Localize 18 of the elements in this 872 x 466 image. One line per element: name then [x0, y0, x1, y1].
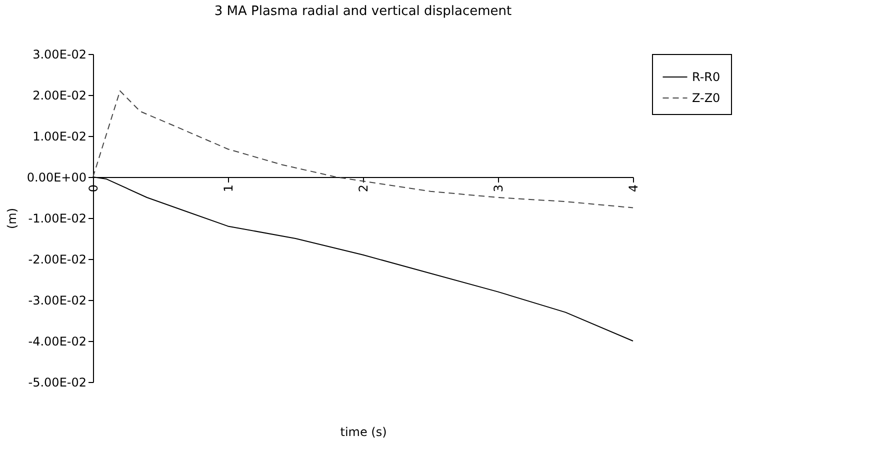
legend-label: Z-Z0: [692, 91, 720, 105]
y-tick-label: -5.00E-02: [28, 376, 86, 390]
y-tick-label: -3.00E-02: [28, 294, 86, 308]
y-tick-label: 1.00E-02: [32, 130, 86, 144]
x-tick-label: 2: [356, 184, 370, 192]
y-tick-label: 0.00E+00: [26, 170, 86, 184]
y-tick-label: 2.00E-02: [32, 88, 86, 102]
chart-title: 3 MA Plasma radial and vertical displacement: [214, 4, 512, 19]
legend-label: R-R0: [692, 70, 720, 84]
y-tick-label: -1.00E-02: [28, 212, 86, 226]
y-tick-label: -4.00E-02: [28, 334, 86, 348]
y-tick-label: -2.00E-02: [28, 252, 86, 266]
x-tick-label: 3: [492, 184, 506, 192]
y-tick-label: 3.00E-02: [32, 48, 86, 62]
x-axis-title: time (s): [340, 425, 387, 440]
x-tick-label: 1: [222, 184, 236, 192]
y-axis-title: (m): [4, 208, 19, 230]
x-tick-label: 4: [626, 184, 640, 192]
